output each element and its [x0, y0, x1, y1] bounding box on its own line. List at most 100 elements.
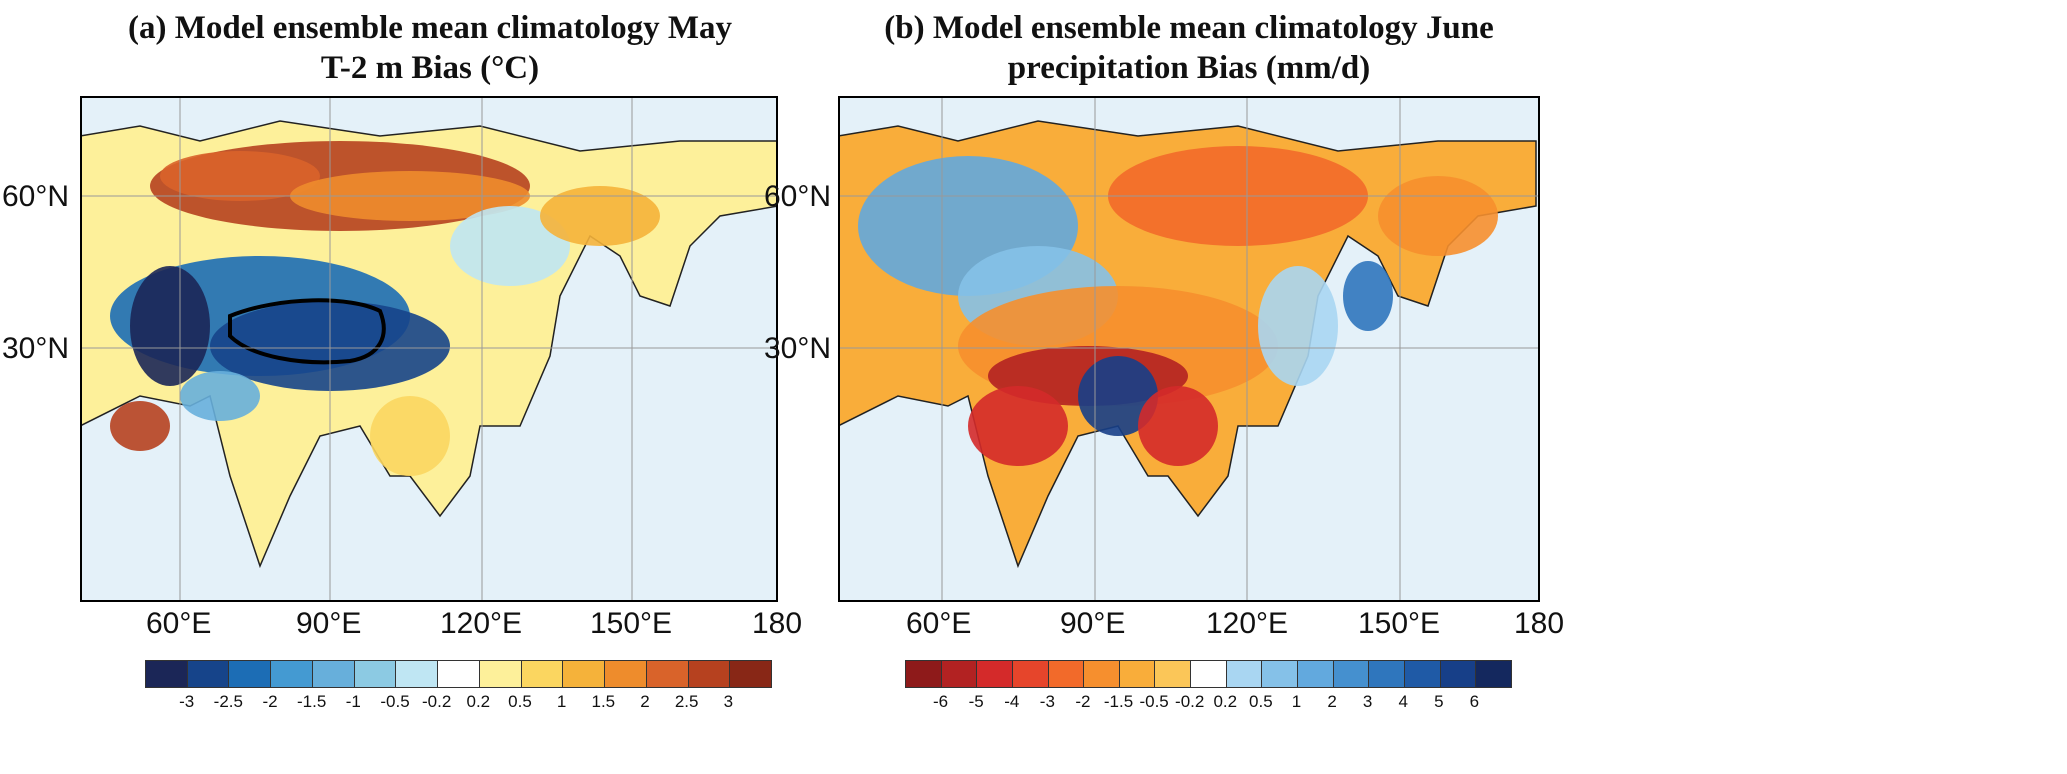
colorbar-swatch [312, 661, 355, 687]
bias-region [1138, 386, 1218, 466]
colorbar-label: 3 [1362, 692, 1373, 711]
colorbar-label: 3 [723, 692, 734, 711]
colorbar-label: 1 [1291, 692, 1302, 711]
colorbar-label: 2.5 [674, 692, 699, 711]
colorbar-swatch [1191, 661, 1227, 687]
colorbar-label: -2 [1075, 692, 1091, 711]
bias-region [1078, 356, 1158, 436]
colorbar-swatch [977, 661, 1013, 687]
bias-region [1343, 261, 1393, 331]
colorbar-label: -1.5 [1103, 692, 1134, 711]
bias-region [130, 266, 210, 386]
map-a [80, 96, 778, 602]
lat-label: 60°N [2, 180, 70, 213]
colorbar-swatch [229, 661, 272, 687]
lat-label: 60°N [764, 180, 832, 213]
colorbar-label: 0.5 [1249, 692, 1273, 711]
colorbar-label: -4 [1004, 692, 1020, 711]
lon-label: 60°E [906, 607, 972, 640]
colorbar-label: 0.5 [508, 692, 532, 711]
colorbar-swatch [730, 661, 772, 687]
lat-label: 30°N [764, 332, 832, 365]
colorbar-label: -1.5 [297, 692, 327, 711]
panel-b-title: (b) Model ensemble mean climatology June… [838, 8, 1540, 88]
title-line-1: (a) Model ensemble mean climatology May [128, 10, 732, 46]
colorbar-label: 4 [1398, 692, 1408, 711]
colorbar-swatch [1084, 661, 1120, 687]
colorbar-swatch [1048, 661, 1085, 687]
colorbar-swatch [1226, 661, 1263, 687]
bias-region [1378, 176, 1498, 256]
colorbar-label: 1 [556, 692, 567, 711]
colorbar-label: -0.5 [380, 692, 410, 711]
bias-region [370, 396, 450, 476]
colorbar-label: -2 [262, 692, 278, 711]
lon-label: 90°E [296, 607, 362, 640]
colorbar-swatch [1012, 661, 1049, 687]
map-frame [80, 96, 778, 602]
colorbar-swatch [906, 661, 942, 687]
colorbar-b [905, 660, 1512, 688]
colorbar-swatch [521, 661, 564, 687]
colorbar-swatch [271, 661, 313, 687]
title-line-1: (b) Model ensemble mean climatology June [884, 10, 1494, 46]
colorbar-label: 1.5 [591, 692, 616, 711]
lon-label: 180 [1514, 607, 1565, 640]
lon-label: 90°E [1060, 607, 1126, 640]
colorbar-swatch [1298, 661, 1334, 687]
colorbar-label: -0.5 [1139, 692, 1169, 711]
colorbar-label: 2 [640, 692, 650, 711]
map-b [838, 96, 1540, 602]
colorbar-swatch [1119, 661, 1156, 687]
lon-label: 60°E [146, 607, 212, 640]
title-line-2: T-2 m Bias (°C) [320, 50, 540, 86]
panel-a-title: (a) Model ensemble mean climatology May T… [80, 8, 780, 88]
map-frame [838, 96, 1540, 602]
colorbar-label: -1 [345, 692, 361, 711]
colorbar-swatch [1476, 661, 1511, 687]
colorbar-label: 0.2 [1213, 692, 1238, 711]
colorbar-swatch [396, 661, 439, 687]
lon-label: 120°E [440, 607, 523, 640]
colorbar-swatch [1262, 661, 1299, 687]
bias-region [1258, 266, 1338, 386]
bias-region [540, 186, 660, 246]
colorbar-label: 6 [1469, 692, 1480, 711]
colorbar-label: 2 [1327, 692, 1337, 711]
colorbar-swatch [1369, 661, 1405, 687]
colorbar-label: 5 [1434, 692, 1444, 711]
colorbar-swatch [187, 661, 230, 687]
colorbar-swatch [438, 661, 480, 687]
colorbar-label: -2.5 [213, 692, 243, 711]
colorbar-swatch [146, 661, 188, 687]
bias-region [160, 151, 320, 201]
colorbar-swatch [1333, 661, 1370, 687]
colorbar-swatch [1440, 661, 1477, 687]
colorbar-label: -3 [179, 692, 195, 711]
bias-region [968, 386, 1068, 466]
colorbar-a [145, 660, 772, 688]
colorbar-swatch [688, 661, 731, 687]
lat-label: 30°N [2, 332, 70, 365]
colorbar-swatch [941, 661, 978, 687]
bias-region [450, 206, 570, 286]
bias-region [180, 371, 260, 421]
colorbar-swatch [479, 661, 522, 687]
colorbar-swatch [605, 661, 647, 687]
colorbar-label: -0.2 [422, 692, 452, 711]
title-line-2: precipitation Bias (mm/d) [1007, 50, 1371, 86]
colorbar-swatch [563, 661, 606, 687]
colorbar-swatch [646, 661, 689, 687]
colorbar-label: -0.2 [1175, 692, 1205, 711]
colorbar-label: -5 [968, 692, 984, 711]
lon-label: 150°E [590, 607, 673, 640]
colorbar-swatch [354, 661, 397, 687]
lon-label: 150°E [1358, 607, 1441, 640]
colorbar-swatch [1404, 661, 1441, 687]
colorbar-label: -6 [933, 692, 949, 711]
tibetan-plateau-outline [228, 298, 386, 365]
colorbar-label: 0.2 [466, 692, 491, 711]
colorbar-swatch [1155, 661, 1192, 687]
bias-region [110, 401, 170, 451]
lon-label: 180 [752, 607, 803, 640]
